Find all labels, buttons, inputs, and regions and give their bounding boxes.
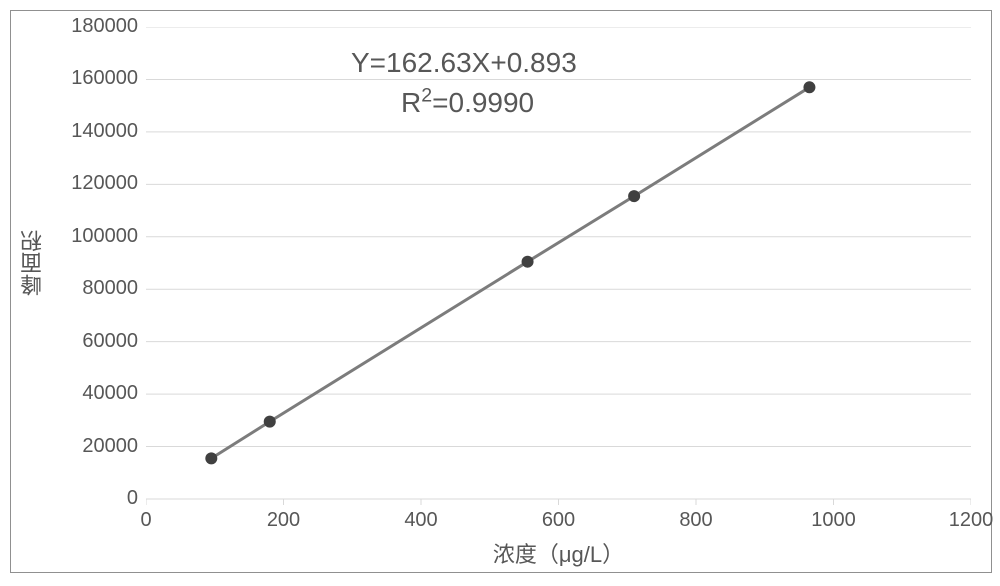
r-value: =0.9990 [432, 87, 534, 118]
equation-line-1: Y=162.63X+0.893 [351, 47, 577, 79]
r-label: R [401, 87, 421, 118]
plot-area [146, 27, 971, 507]
y-tick-label: 60000 [48, 330, 138, 353]
x-axis-label: 浓度（μg/L） [459, 537, 659, 569]
x-tick-label: 800 [656, 509, 736, 532]
r-sup: 2 [421, 85, 432, 107]
x-tick-label: 600 [519, 509, 599, 532]
series-line [211, 87, 809, 458]
y-tick-label: 80000 [48, 277, 138, 300]
y-tick-label: 160000 [48, 67, 138, 90]
x-tick-label: 400 [381, 509, 461, 532]
y-tick-label: 0 [48, 487, 138, 510]
chart-container: 峰面积 0 20000 40000 60000 80000 100000 120000 140… [10, 10, 992, 573]
data-point [628, 190, 640, 202]
equation-line-2: R2=0.9990 [401, 87, 534, 119]
y-tick-label: 140000 [48, 120, 138, 143]
x-tick-label: 200 [244, 509, 324, 532]
data-point [522, 256, 534, 268]
data-point [803, 81, 815, 93]
x-tick-label: 0 [106, 509, 186, 532]
y-tick-label: 180000 [48, 15, 138, 38]
y-tick-label: 40000 [48, 382, 138, 405]
data-point [205, 452, 217, 464]
y-tick-label: 100000 [48, 225, 138, 248]
x-tick-label: 1200 [931, 509, 1000, 532]
y-tick-label: 120000 [48, 172, 138, 195]
x-tick-label: 1000 [794, 509, 874, 532]
data-point [264, 416, 276, 428]
y-tick-label: 20000 [48, 435, 138, 458]
y-axis-label: 峰面积 [17, 218, 49, 308]
